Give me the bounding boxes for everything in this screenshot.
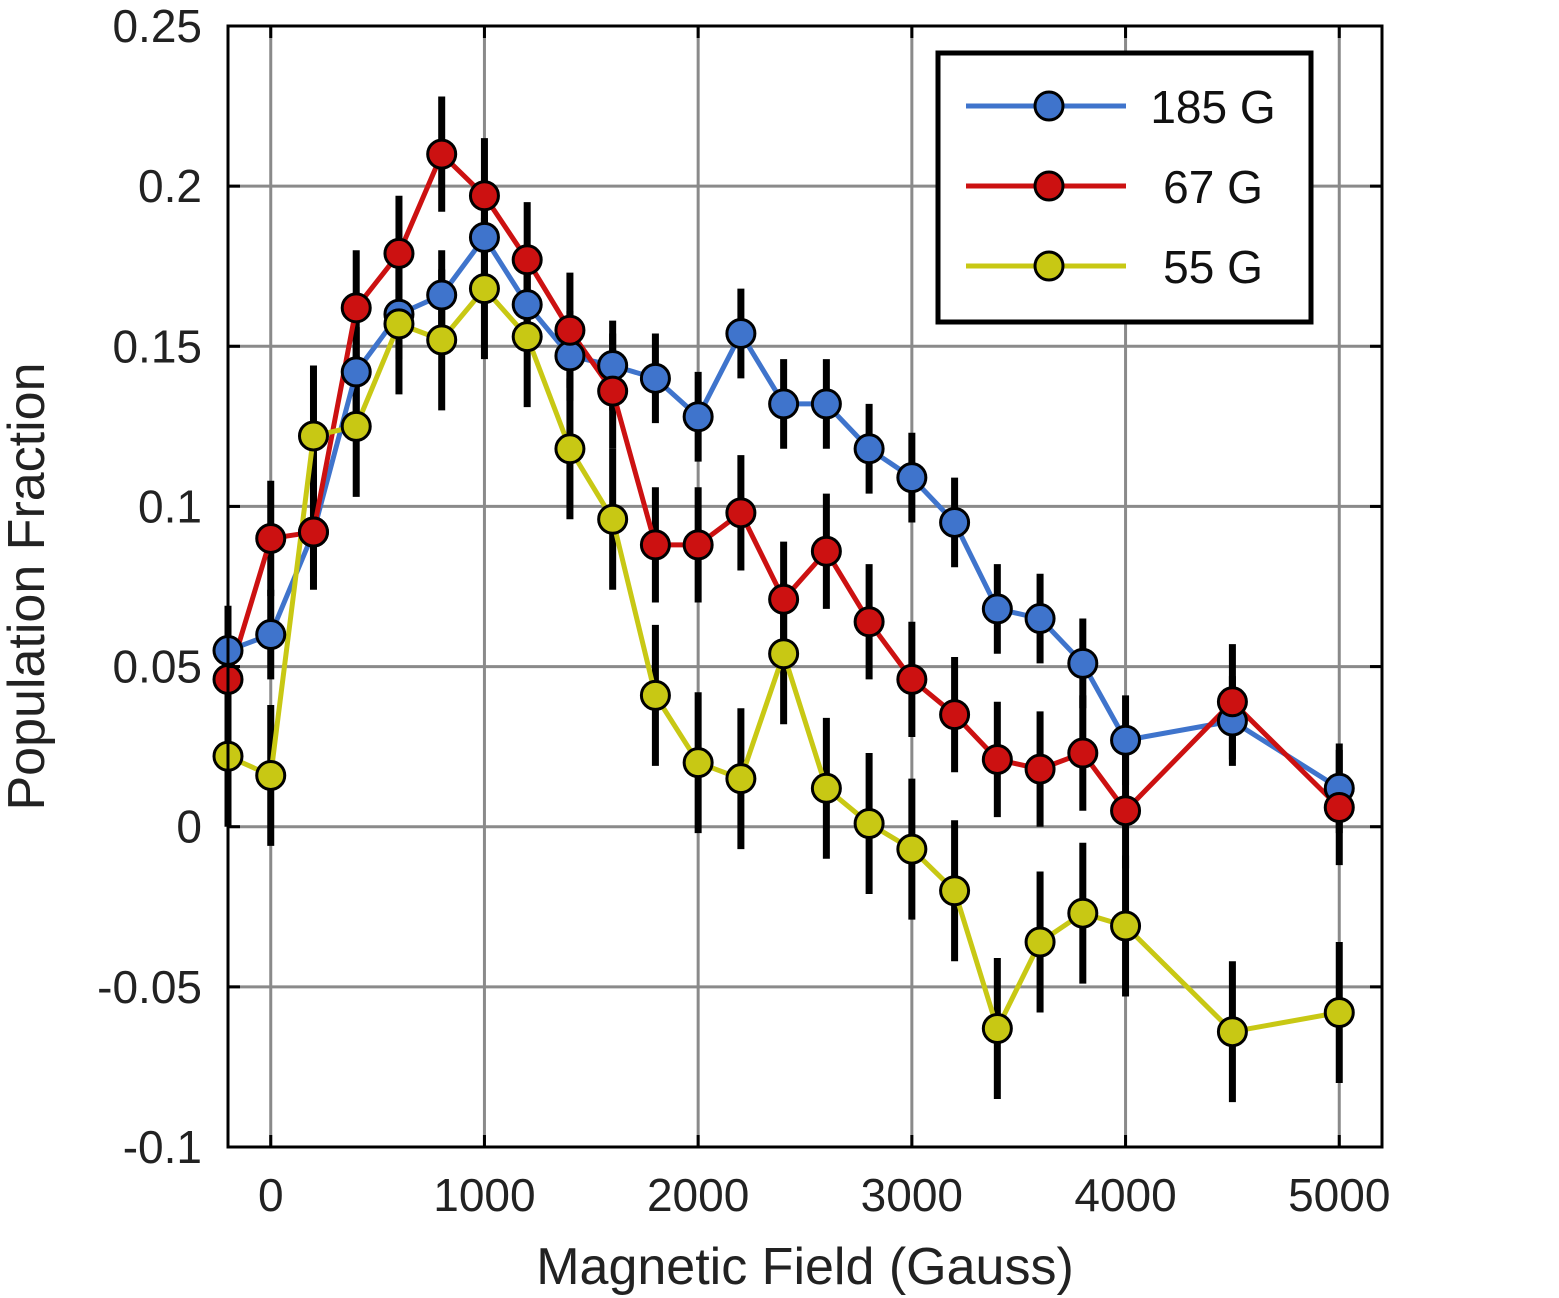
data-point bbox=[682, 747, 714, 779]
data-point bbox=[682, 529, 714, 561]
data-point bbox=[725, 763, 757, 795]
y-axis-label: Population Fraction bbox=[0, 362, 56, 810]
data-point bbox=[426, 138, 458, 170]
legend-marker bbox=[1033, 250, 1065, 282]
data-point bbox=[639, 362, 671, 394]
x-tick-label: 5000 bbox=[1288, 1169, 1390, 1221]
legend-items: 185 G 67 G 55 G bbox=[966, 81, 1276, 293]
data-point bbox=[939, 506, 971, 538]
data-point bbox=[939, 699, 971, 731]
data-point bbox=[255, 619, 287, 651]
data-point bbox=[511, 289, 543, 321]
data-point bbox=[768, 638, 800, 670]
data-point bbox=[468, 180, 500, 212]
data-point bbox=[810, 388, 842, 420]
data-point bbox=[554, 340, 586, 372]
legend-marker bbox=[1033, 90, 1065, 122]
data-point bbox=[297, 516, 329, 548]
y-tick-label: -0.05 bbox=[97, 961, 202, 1013]
legend-label: 67 G bbox=[1163, 161, 1263, 213]
legend-label: 55 G bbox=[1163, 241, 1263, 293]
x-axis-label: Magnetic Field (Gauss) bbox=[536, 1238, 1074, 1296]
data-point bbox=[981, 743, 1013, 775]
data-point bbox=[340, 410, 372, 442]
data-point bbox=[255, 759, 287, 791]
data-point bbox=[768, 388, 800, 420]
data-point bbox=[853, 808, 885, 840]
data-point bbox=[810, 535, 842, 567]
legend-label: 185 G bbox=[1150, 81, 1275, 133]
data-point bbox=[981, 1012, 1013, 1044]
data-point bbox=[682, 401, 714, 433]
data-point bbox=[639, 529, 671, 561]
legend-marker bbox=[1033, 170, 1065, 202]
data-point bbox=[1216, 686, 1248, 718]
data-point bbox=[426, 279, 458, 311]
y-tick-label: 0.2 bbox=[138, 160, 202, 212]
data-point bbox=[639, 679, 671, 711]
data-point bbox=[1216, 1016, 1248, 1048]
data-point bbox=[1067, 737, 1099, 769]
data-point bbox=[1323, 996, 1355, 1028]
data-point bbox=[725, 317, 757, 349]
data-point bbox=[853, 606, 885, 638]
data-point bbox=[1024, 603, 1056, 635]
data-point bbox=[597, 375, 629, 407]
y-tick-label: 0.15 bbox=[112, 320, 202, 372]
data-point bbox=[1110, 910, 1142, 942]
data-point bbox=[768, 583, 800, 615]
data-point bbox=[468, 273, 500, 305]
data-point bbox=[981, 593, 1013, 625]
data-point bbox=[597, 503, 629, 535]
data-point bbox=[1067, 647, 1099, 679]
legend: 185 G 67 G 55 G bbox=[935, 50, 1314, 325]
data-point bbox=[939, 875, 971, 907]
data-point bbox=[511, 244, 543, 276]
data-point bbox=[340, 292, 372, 324]
data-point bbox=[1067, 897, 1099, 929]
data-markers bbox=[212, 138, 1355, 1048]
data-point bbox=[554, 314, 586, 346]
y-tick-label: 0.1 bbox=[138, 480, 202, 532]
data-point bbox=[1024, 926, 1056, 958]
x-tick-label: 3000 bbox=[861, 1169, 963, 1221]
data-point bbox=[297, 420, 329, 452]
data-point bbox=[426, 324, 458, 356]
x-tick-label: 4000 bbox=[1074, 1169, 1176, 1221]
data-point bbox=[853, 433, 885, 465]
y-tick-label: 0.25 bbox=[112, 0, 202, 52]
data-point bbox=[340, 356, 372, 388]
data-point bbox=[554, 433, 586, 465]
data-point bbox=[383, 308, 415, 340]
y-tick-label: 0.05 bbox=[112, 641, 202, 693]
data-point bbox=[383, 237, 415, 269]
data-point bbox=[896, 663, 928, 695]
data-point bbox=[511, 321, 543, 353]
data-point bbox=[810, 772, 842, 804]
data-point bbox=[725, 497, 757, 529]
data-point bbox=[468, 221, 500, 253]
data-point bbox=[1110, 724, 1142, 756]
data-point bbox=[1110, 795, 1142, 827]
data-point bbox=[1323, 791, 1355, 823]
data-point bbox=[255, 522, 287, 554]
y-tick-label: 0 bbox=[176, 801, 202, 853]
data-point bbox=[1024, 753, 1056, 785]
data-point bbox=[896, 833, 928, 865]
tick-labels: 0 1000 2000 3000 4000 5000 -0.1 -0.05 0 0.05 0.1 0.… bbox=[97, 0, 1390, 1221]
x-tick-label: 2000 bbox=[647, 1169, 749, 1221]
axes-frame bbox=[226, 24, 1384, 1149]
y-tick-label: -0.1 bbox=[123, 1121, 202, 1173]
data-point bbox=[896, 462, 928, 494]
data-point bbox=[597, 350, 629, 382]
x-tick-label: 0 bbox=[258, 1169, 284, 1221]
x-tick-label: 1000 bbox=[433, 1169, 535, 1221]
